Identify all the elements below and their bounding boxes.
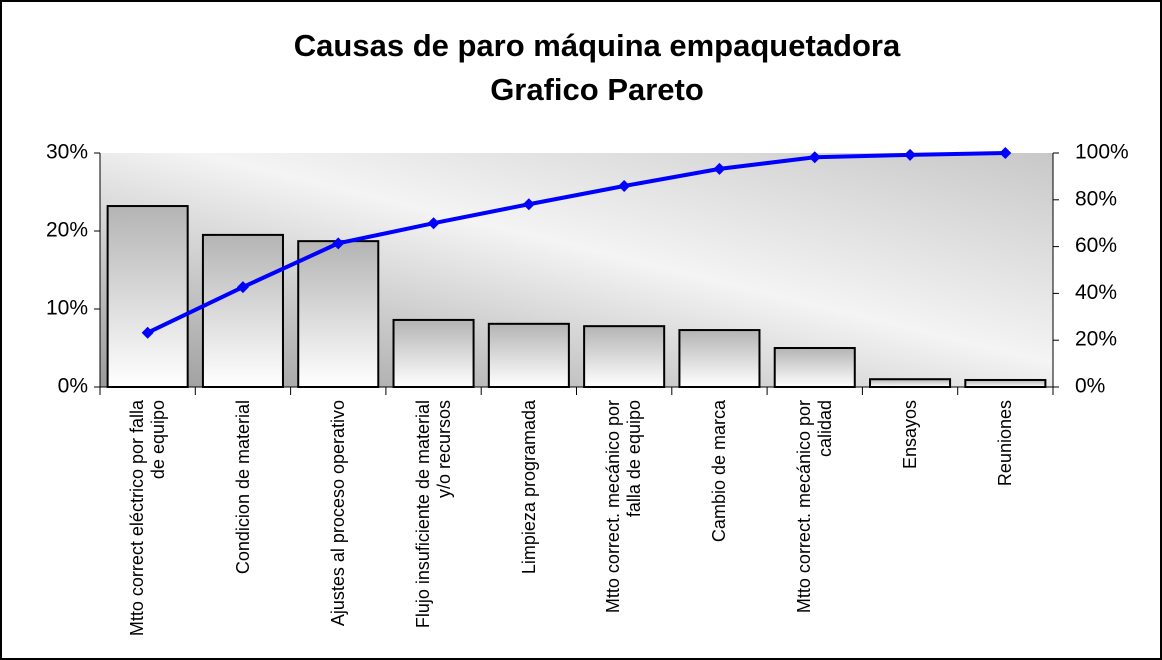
x-tick-text: Flujo insuficiente de material y/o recur…: [412, 400, 454, 629]
x-tick-label: Flujo insuficiente de material y/o recur…: [404, 400, 464, 640]
marker: [427, 217, 440, 230]
marker: [999, 147, 1012, 159]
bar: [201, 233, 284, 388]
x-tick-text: Mtto correct. mecánico por falla de equi…: [603, 400, 645, 614]
y-tick-label: 30%: [46, 141, 88, 164]
bar: [773, 347, 856, 388]
x-tick-text: Reuniones: [994, 400, 1015, 487]
x-tick-label: Cambio de marca: [689, 400, 749, 640]
marker: [618, 179, 631, 192]
bar: [392, 318, 475, 389]
line: [146, 151, 1006, 335]
x-tick-label: Mtto correct. mecánico por falla de equi…: [594, 400, 654, 640]
y2-tick-label: 0%: [1075, 375, 1105, 398]
x-tick-label: Condicion de material: [213, 400, 273, 640]
chart-title: Causas de paro máquina empaquetadora: [294, 28, 901, 63]
x-tick-text: Condicion de material: [232, 400, 253, 575]
x-tick-text: Mtto correct. mecánico por calidad: [793, 400, 835, 614]
bar: [297, 240, 380, 388]
x-tick-text: Mtto correct eléctrico por falla de equi…: [126, 400, 168, 637]
y-tick-label: 0%: [58, 375, 88, 398]
marker: [332, 237, 345, 250]
x-tick-label: Mtto correct eléctrico por falla de equi…: [118, 400, 178, 640]
x-tick-text: Cambio de marca: [708, 400, 729, 543]
chart-subtitle: Grafico Pareto: [490, 72, 704, 107]
marker: [904, 148, 917, 161]
y-tick-label: 10%: [46, 297, 88, 320]
marker: [236, 281, 249, 294]
marker: [141, 326, 154, 339]
x-tick-label: Limpieza programada: [499, 400, 559, 640]
y2-tick-label: 60%: [1075, 234, 1117, 257]
y2-tick-label: 40%: [1075, 281, 1117, 304]
x-tick-text: Ensayos: [899, 400, 920, 470]
marker: [522, 198, 535, 211]
x-tick-label: Ajustes al proceso operativo: [308, 400, 368, 640]
x-tick-text: Ajustes al proceso operativo: [327, 400, 348, 627]
marker: [713, 162, 726, 175]
marker: [808, 151, 821, 164]
bar: [583, 325, 666, 389]
bar: [678, 329, 761, 388]
x-tick-label: Ensayos: [880, 400, 940, 640]
bar: [106, 205, 189, 388]
y2-tick-label: 20%: [1075, 328, 1117, 351]
y-tick-label: 20%: [46, 219, 88, 242]
bar: [487, 322, 570, 389]
x-tick-label: Mtto correct. mecánico por calidad: [785, 400, 845, 640]
bar: [869, 378, 952, 389]
x-tick-text: Limpieza programada: [518, 400, 539, 575]
y2-tick-label: 100%: [1075, 141, 1129, 164]
x-tick-label: Reuniones: [975, 400, 1035, 640]
y2-tick-label: 80%: [1075, 187, 1117, 210]
bar: [964, 378, 1047, 389]
